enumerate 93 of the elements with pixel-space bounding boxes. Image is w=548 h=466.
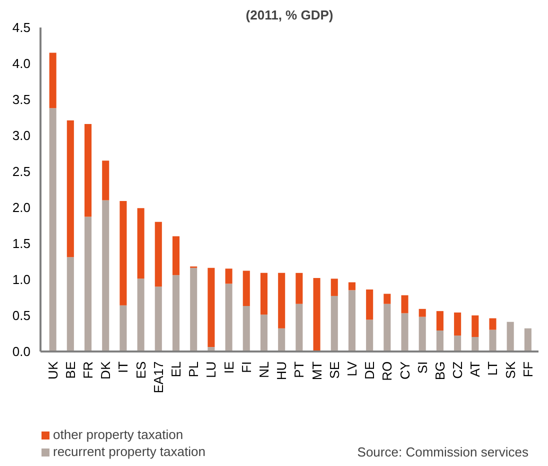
x-tick-label: CY <box>397 361 412 380</box>
x-tick-label: EL <box>168 361 184 378</box>
legend-label: other property taxation <box>53 427 184 442</box>
x-tick-label: LU <box>204 361 219 378</box>
x-tick-label: UK <box>45 361 60 380</box>
bar <box>120 200 127 306</box>
x-tick-label: PT <box>292 361 307 378</box>
x-tick-label: SE <box>326 361 342 379</box>
x-tick-label: BG <box>432 361 448 380</box>
bar <box>172 275 180 352</box>
bar <box>506 322 514 352</box>
bar <box>401 295 408 314</box>
bar <box>120 305 127 352</box>
bar <box>137 278 144 352</box>
y-tick-label: 3.5 <box>12 92 31 107</box>
chart-title: (2011, % GDP) <box>246 8 334 22</box>
bar <box>49 108 56 352</box>
x-tick-label: IE <box>221 361 236 374</box>
bar <box>524 328 532 352</box>
bar <box>330 278 338 296</box>
x-tick-label: PL <box>186 361 202 378</box>
x-tick-label: EA17 <box>150 361 166 394</box>
bar <box>260 272 268 315</box>
x-tick-label: FI <box>238 361 254 373</box>
x-tick-label: HU <box>274 361 290 380</box>
bar <box>401 313 408 352</box>
y-tick-label: 3.0 <box>12 128 31 143</box>
x-tick-label: MT <box>309 361 324 380</box>
x-tick-label: AT <box>468 361 483 378</box>
bar <box>242 306 250 352</box>
x-tick-label: SI <box>414 361 430 374</box>
x-tick-label: ES <box>133 361 148 379</box>
bar <box>436 330 444 352</box>
bar <box>472 315 479 337</box>
bar <box>225 268 232 284</box>
y-tick-label: 2.0 <box>12 200 31 215</box>
x-tick-label: LV <box>344 361 360 376</box>
bar <box>278 328 286 352</box>
x-tick-label: DK <box>98 361 114 380</box>
x-tick-label: NL <box>256 361 272 378</box>
bar <box>242 270 250 306</box>
bar <box>102 200 110 352</box>
y-tick-label: 0.5 <box>12 308 31 323</box>
bar <box>313 278 320 352</box>
source-note: Source: Commission services <box>357 444 529 460</box>
bar <box>418 316 426 352</box>
bar <box>278 272 286 328</box>
bar <box>384 294 391 304</box>
bar <box>366 320 374 352</box>
bar <box>454 312 462 336</box>
bar <box>137 208 144 279</box>
bar <box>66 120 74 258</box>
x-tick-label: FR <box>80 361 96 379</box>
bar <box>348 290 356 352</box>
x-tick-label: FF <box>520 361 536 378</box>
x-tick-label: CZ <box>450 361 466 379</box>
bar <box>154 222 162 287</box>
bar <box>84 124 92 217</box>
bar <box>84 216 92 352</box>
y-tick-label: 4.0 <box>12 56 31 71</box>
y-tick-label: 1.5 <box>12 236 31 251</box>
x-tick-label: RO <box>380 361 395 381</box>
legend-label: recurrent property taxation <box>53 444 206 459</box>
y-tick-label: 1.0 <box>12 272 31 287</box>
y-tick-label: 4.5 <box>12 20 31 35</box>
x-tick-label: SK <box>502 361 518 379</box>
bar <box>454 336 462 352</box>
y-tick-label: 2.5 <box>12 164 31 179</box>
bar <box>260 314 268 352</box>
bar <box>296 304 303 352</box>
x-tick-label: BE <box>62 361 78 379</box>
bar <box>190 268 198 352</box>
bar <box>296 272 303 304</box>
x-tick-label: DE <box>362 361 378 380</box>
bar <box>172 236 180 276</box>
bar <box>436 311 444 331</box>
bar <box>384 304 391 352</box>
bar <box>225 284 232 352</box>
bar <box>102 160 110 200</box>
bar <box>154 286 162 352</box>
bar <box>330 296 338 352</box>
x-tick-label: LT <box>485 361 500 376</box>
bar <box>348 282 356 290</box>
bar <box>49 52 56 108</box>
bar <box>472 336 479 352</box>
bar <box>208 268 215 348</box>
x-tick-label: IT <box>116 361 131 373</box>
bar <box>366 289 374 320</box>
bar <box>489 318 496 330</box>
bar <box>489 330 496 352</box>
bar <box>66 257 74 352</box>
y-tick-label: 0.0 <box>12 344 31 359</box>
bar <box>418 308 426 317</box>
